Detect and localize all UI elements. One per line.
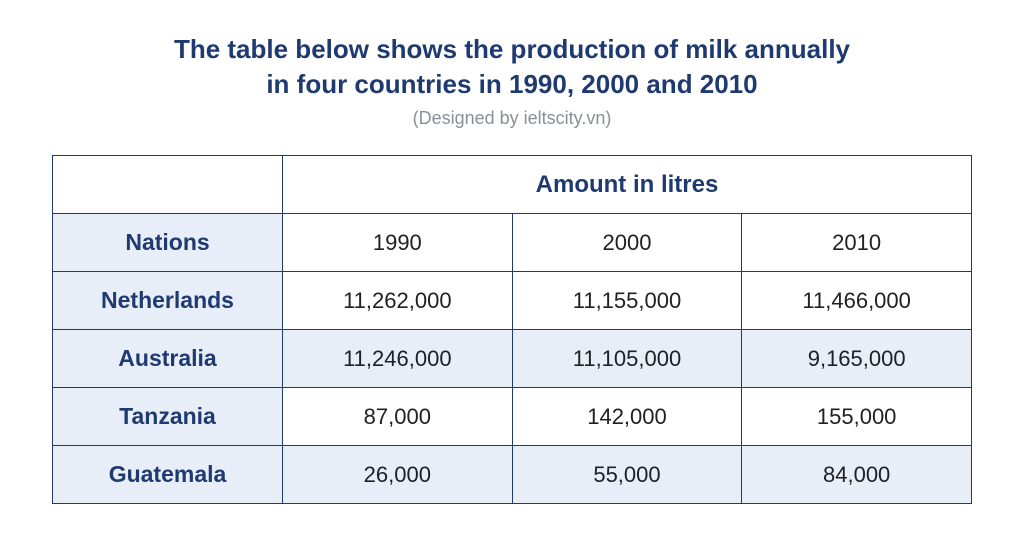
nations-header: Nations: [53, 214, 283, 272]
nation-label: Netherlands: [53, 272, 283, 330]
year-col-1: 2000: [512, 214, 742, 272]
data-cell: 11,262,000: [283, 272, 513, 330]
data-cell: 11,246,000: [283, 330, 513, 388]
data-cell: 55,000: [512, 446, 742, 504]
table-header-row-2: Nations 1990 2000 2010: [53, 214, 972, 272]
table-row: Netherlands 11,262,000 11,155,000 11,466…: [53, 272, 972, 330]
data-cell: 11,155,000: [512, 272, 742, 330]
data-cell: 26,000: [283, 446, 513, 504]
data-cell: 84,000: [742, 446, 972, 504]
data-cell: 155,000: [742, 388, 972, 446]
amount-header: Amount in litres: [283, 156, 972, 214]
year-col-2: 2010: [742, 214, 972, 272]
table-row: Tanzania 87,000 142,000 155,000: [53, 388, 972, 446]
year-col-0: 1990: [283, 214, 513, 272]
subtitle: (Designed by ieltscity.vn): [174, 108, 850, 129]
table-header-row-1: Amount in litres: [53, 156, 972, 214]
data-cell: 11,466,000: [742, 272, 972, 330]
title-line-1: The table below shows the production of …: [174, 32, 850, 67]
nation-label: Guatemala: [53, 446, 283, 504]
nation-label: Australia: [53, 330, 283, 388]
table-row: Australia 11,246,000 11,105,000 9,165,00…: [53, 330, 972, 388]
data-cell: 142,000: [512, 388, 742, 446]
data-cell: 11,105,000: [512, 330, 742, 388]
data-cell: 87,000: [283, 388, 513, 446]
milk-production-table: Amount in litres Nations 1990 2000 2010 …: [52, 155, 972, 504]
title-block: The table below shows the production of …: [174, 32, 850, 129]
table-row: Guatemala 26,000 55,000 84,000: [53, 446, 972, 504]
title-line-2: in four countries in 1990, 2000 and 2010: [174, 67, 850, 102]
nation-label: Tanzania: [53, 388, 283, 446]
empty-corner-cell: [53, 156, 283, 214]
data-cell: 9,165,000: [742, 330, 972, 388]
